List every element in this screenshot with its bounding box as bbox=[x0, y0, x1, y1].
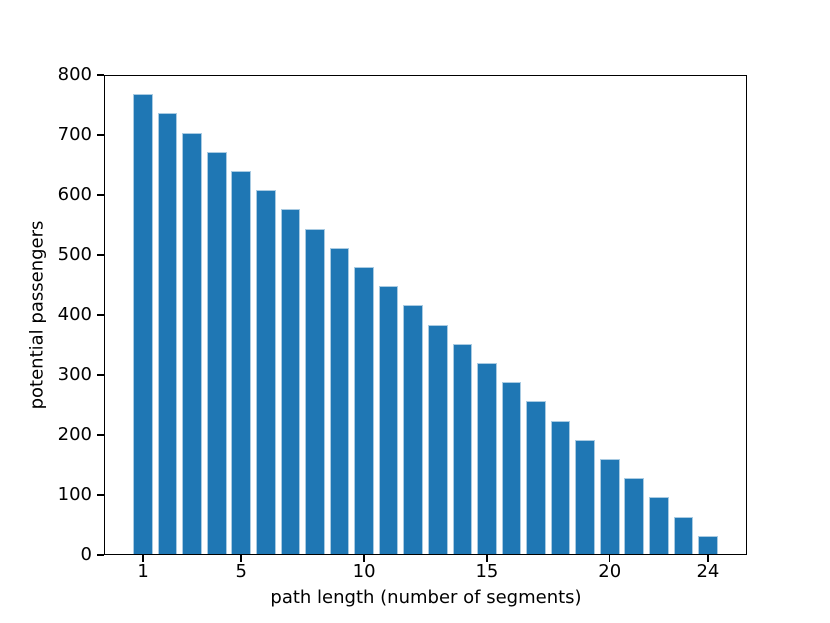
y-tick-mark bbox=[97, 134, 104, 136]
y-tick-label: 700 bbox=[57, 124, 92, 145]
x-tick-label: 20 bbox=[598, 561, 622, 582]
x-tick-mark bbox=[363, 555, 365, 562]
bar bbox=[206, 151, 227, 555]
y-tick-mark bbox=[97, 314, 104, 316]
y-tick-label: 600 bbox=[57, 184, 92, 205]
bar bbox=[231, 171, 252, 555]
plot-area bbox=[104, 75, 747, 555]
bar bbox=[698, 535, 718, 555]
bar bbox=[550, 420, 571, 555]
bar bbox=[157, 113, 178, 555]
y-tick-label: 200 bbox=[57, 424, 92, 445]
y-tick-mark bbox=[97, 254, 104, 256]
x-tick-mark bbox=[240, 555, 243, 562]
bar bbox=[452, 343, 473, 555]
y-tick-mark bbox=[97, 74, 104, 76]
bars-group bbox=[104, 75, 747, 555]
bar bbox=[133, 94, 153, 555]
x-tick-mark bbox=[608, 555, 611, 562]
bar bbox=[673, 516, 694, 555]
bar bbox=[427, 324, 448, 555]
bar bbox=[182, 132, 202, 555]
y-tick-mark bbox=[97, 374, 104, 376]
x-axis-label: path length (number of segments) bbox=[270, 587, 582, 608]
y-tick-label: 400 bbox=[57, 304, 92, 325]
x-tick-label: 10 bbox=[352, 561, 376, 582]
x-tick-label: 5 bbox=[235, 561, 247, 582]
y-tick-label: 0 bbox=[80, 544, 92, 565]
bar bbox=[305, 228, 325, 555]
y-tick-label: 800 bbox=[57, 64, 92, 85]
y-tick-label: 300 bbox=[57, 364, 92, 385]
x-tick-mark bbox=[486, 555, 488, 562]
y-tick-mark bbox=[97, 434, 104, 436]
x-tick-label: 24 bbox=[696, 561, 720, 582]
bar bbox=[403, 305, 424, 555]
bar bbox=[599, 459, 620, 555]
x-tick-mark bbox=[707, 555, 709, 562]
bar bbox=[501, 382, 522, 555]
bar bbox=[329, 247, 350, 555]
bar bbox=[256, 190, 276, 555]
bar bbox=[378, 286, 399, 555]
y-tick-mark bbox=[97, 554, 104, 556]
x-tick-mark bbox=[142, 555, 144, 562]
bar bbox=[526, 401, 546, 555]
y-tick-mark bbox=[97, 494, 104, 496]
bar bbox=[477, 363, 497, 555]
bar bbox=[624, 478, 645, 555]
x-tick-label: 1 bbox=[137, 561, 149, 582]
bar bbox=[575, 439, 595, 555]
y-tick-label: 500 bbox=[57, 244, 92, 265]
x-tick-label: 15 bbox=[475, 561, 499, 582]
bar bbox=[354, 267, 374, 555]
y-tick-label: 100 bbox=[57, 484, 92, 505]
bar bbox=[280, 209, 301, 555]
y-tick-mark bbox=[97, 194, 104, 196]
bar bbox=[649, 497, 669, 555]
